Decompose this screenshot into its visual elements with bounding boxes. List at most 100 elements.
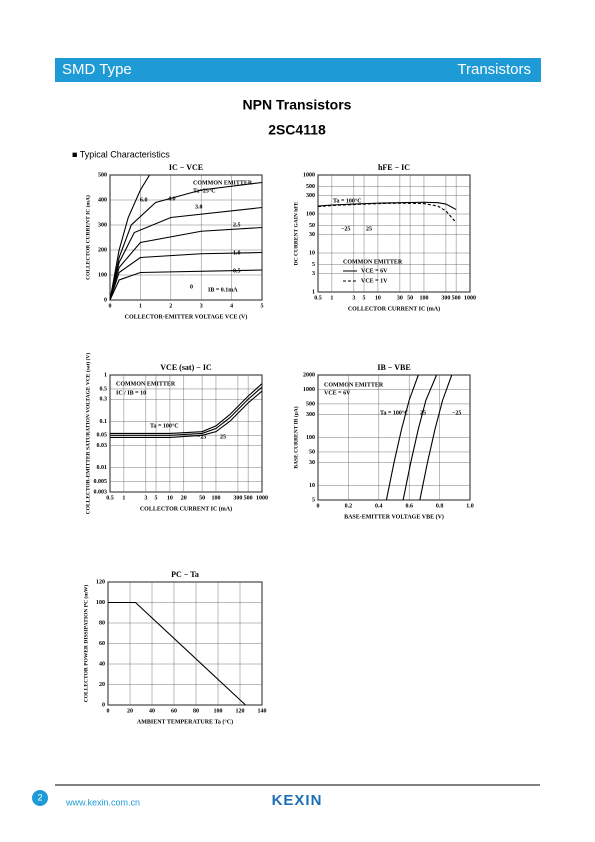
x-axis-label: AMBIENT TEMPERATURE Ta (°C) bbox=[137, 718, 233, 725]
x-tick-label: 1 bbox=[330, 295, 333, 301]
curve bbox=[109, 226, 263, 301]
x-axis-label: COLLECTOR-EMITTER VOLTAGE VCE (V) bbox=[125, 313, 248, 320]
y-tick-label: 100 bbox=[306, 435, 315, 441]
y-tick-label: 5 bbox=[312, 262, 315, 268]
x-tick-label: 20 bbox=[181, 495, 187, 501]
y-tick-label: 10 bbox=[309, 483, 315, 489]
x-tick-label: 60 bbox=[171, 708, 177, 714]
y-tick-label: 500 bbox=[98, 172, 107, 178]
y-tick-label: 100 bbox=[98, 272, 107, 278]
y-tick-label: 80 bbox=[99, 620, 105, 626]
x-tick-label: 0.5 bbox=[106, 495, 114, 501]
y-tick-label: 0.05 bbox=[97, 433, 108, 439]
curve-label: 1.0 bbox=[233, 250, 241, 256]
y-tick-label: 3 bbox=[312, 271, 315, 277]
x-tick-label: 500 bbox=[452, 295, 461, 301]
annotation: VCE = 6V bbox=[324, 390, 351, 396]
annotation: −25 bbox=[341, 226, 350, 232]
x-tick-label: 100 bbox=[419, 295, 428, 301]
part-number: 2SC4118 bbox=[268, 122, 326, 138]
y-tick-label: 50 bbox=[309, 449, 315, 455]
page-number: 2 bbox=[37, 792, 42, 802]
x-tick-label: 2 bbox=[169, 303, 172, 309]
curve bbox=[109, 269, 263, 301]
x-tick-label: 0.6 bbox=[405, 503, 413, 509]
y-tick-label: 400 bbox=[98, 197, 107, 203]
x-tick-label: 120 bbox=[236, 708, 245, 714]
x-tick-label: 4 bbox=[230, 303, 233, 309]
y-tick-label: 500 bbox=[306, 184, 315, 190]
x-tick-label: 140 bbox=[258, 708, 267, 714]
curve bbox=[110, 386, 263, 436]
x-tick-label: 5 bbox=[363, 295, 366, 301]
curve bbox=[109, 206, 263, 301]
y-axis-label: COLLECTOR CURRENT IC (mA) bbox=[84, 195, 91, 280]
curve-label: −25 bbox=[452, 410, 461, 416]
y-tick-label: 200 bbox=[98, 247, 107, 253]
header-left: SMD Type bbox=[62, 61, 132, 78]
x-tick-label: 50 bbox=[407, 295, 413, 301]
x-tick-label: 50 bbox=[199, 495, 205, 501]
y-tick-label: 0 bbox=[102, 702, 105, 708]
annotation: Ta=25°C bbox=[193, 187, 216, 194]
y-tick-label: 40 bbox=[99, 661, 105, 667]
y-tick-label: 100 bbox=[306, 211, 315, 217]
x-tick-label: 1 bbox=[122, 495, 125, 501]
x-tick-label: 3 bbox=[144, 495, 147, 501]
legend-label: VCE = 6V bbox=[361, 268, 388, 274]
curve-label: −25 bbox=[197, 434, 206, 440]
annotation: COMMON EMITTER bbox=[116, 381, 176, 387]
curve bbox=[110, 390, 263, 439]
x-tick-label: 1 bbox=[139, 303, 142, 309]
x-axis-label: BASE-EMITTER VOLTAGE VBE (V) bbox=[344, 513, 444, 520]
x-tick-label: 0.8 bbox=[436, 503, 444, 509]
annotation: COMMON EMITTER bbox=[343, 259, 403, 265]
annotation: COMMON EMITTER bbox=[193, 180, 253, 186]
x-tick-label: 300 bbox=[441, 295, 450, 301]
x-tick-label: 1000 bbox=[464, 295, 476, 301]
y-tick-label: 300 bbox=[306, 193, 315, 199]
y-tick-label: 0.03 bbox=[97, 443, 108, 449]
chart-title: VCE (sat) − IC bbox=[160, 363, 212, 372]
header-right: Transistors bbox=[457, 61, 531, 78]
y-tick-label: 2000 bbox=[303, 372, 315, 378]
x-tick-label: 3 bbox=[200, 303, 203, 309]
curve bbox=[110, 383, 263, 434]
annotation: COMMON EMITTER bbox=[324, 382, 384, 388]
y-tick-label: 100 bbox=[96, 600, 105, 606]
x-tick-label: 0.5 bbox=[314, 295, 322, 301]
y-tick-label: 5 bbox=[312, 497, 315, 503]
x-tick-label: 80 bbox=[193, 708, 199, 714]
annotation: Ta = 100°C bbox=[333, 197, 362, 204]
header-bar bbox=[55, 58, 541, 82]
y-axis-label: COLLECTOR-EMITTER SATURATION VOLTAGE VCE… bbox=[84, 353, 91, 515]
x-tick-label: 0.4 bbox=[375, 503, 383, 509]
curve bbox=[108, 601, 246, 706]
curve-label: Ta = 100°C bbox=[150, 422, 179, 429]
curve-label: 6.0 bbox=[140, 197, 148, 203]
x-tick-label: 1.0 bbox=[466, 503, 474, 509]
curve bbox=[109, 251, 263, 301]
y-tick-label: 0.005 bbox=[94, 479, 108, 485]
title: NPN Transistors bbox=[243, 97, 352, 113]
chart-title: IC − VCE bbox=[169, 163, 203, 172]
x-tick-label: 20 bbox=[127, 708, 133, 714]
y-tick-label: 1000 bbox=[303, 387, 315, 393]
x-tick-label: 0 bbox=[107, 708, 110, 714]
curve bbox=[402, 374, 438, 501]
footer-logo: KEXIN bbox=[272, 792, 323, 809]
curve bbox=[109, 181, 263, 301]
x-tick-label: 300 bbox=[233, 495, 242, 501]
x-tick-label: 5 bbox=[155, 495, 158, 501]
curve-label: 2.5 bbox=[233, 222, 241, 228]
y-tick-label: 10 bbox=[309, 250, 315, 256]
y-tick-label: 300 bbox=[306, 412, 315, 418]
y-tick-label: 1 bbox=[312, 289, 315, 295]
annotation: IB = 0.1mA bbox=[208, 287, 238, 293]
footer-url: www.kexin.com.cn bbox=[65, 797, 140, 807]
x-tick-label: 100 bbox=[214, 708, 223, 714]
y-tick-label: 20 bbox=[99, 682, 105, 688]
annotation: 0 bbox=[190, 284, 193, 290]
y-tick-label: 1000 bbox=[303, 172, 315, 178]
